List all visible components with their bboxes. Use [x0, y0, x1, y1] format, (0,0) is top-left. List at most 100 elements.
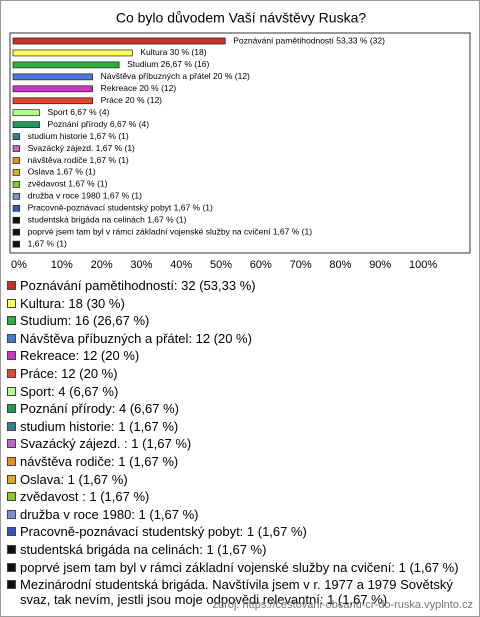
legend-item: studentská brigáda na celinách: 1 (1,67 …: [7, 542, 467, 557]
legend-label: Poznávání pamětihodností: 32 (53,33 %): [20, 278, 256, 293]
bar: [12, 193, 20, 200]
bar-label: návštěva rodiče 1,67 % (1): [28, 155, 129, 165]
bar: [12, 49, 133, 57]
legend-swatch: [7, 386, 16, 396]
bar: [12, 121, 40, 129]
bar-label: poprvé jsem tam byl v rámci základní voj…: [28, 226, 313, 236]
legend-item: Pracovně-poznávací studentský pobyt: 1 (…: [7, 524, 467, 539]
legend-item: Svazácký zájezd. : 1 (1,67 %): [7, 436, 467, 451]
x-tick-label: 70%: [290, 259, 312, 271]
chart-title: Co bylo důvodem Vaší návštěvy Ruska?: [116, 10, 367, 26]
source: zdroj: https://cestovani-obcanu-cr-do-ru…: [212, 599, 473, 611]
bar-label: Poznávání pamětihodností 53,33 % (32): [233, 35, 385, 45]
x-tick-label: 50%: [210, 259, 232, 271]
x-tick-label: 10%: [51, 259, 73, 271]
bar: [12, 145, 20, 152]
legend-swatch: [7, 333, 16, 343]
bar-label: Poznání přírody 6,67 % (4): [48, 119, 150, 129]
legend-swatch: [7, 316, 16, 326]
legend-label: Pracovně-poznávací studentský pobyt: 1 (…: [20, 524, 307, 540]
legend-item: Oslava: 1 (1,67 %): [7, 472, 467, 487]
legend-swatch: [7, 544, 16, 554]
legend-swatch: [7, 562, 16, 572]
bar-label: studentská brigáda na celinách 1,67 % (1…: [28, 215, 187, 225]
bar: [12, 37, 226, 45]
legend-label: poprvé jsem tam byl v rámci základní voj…: [20, 559, 459, 575]
legend-label: Mezinárodní studentská brigáda. Navštívi…: [20, 577, 453, 608]
legend-label: zvědavost : 1 (1,67 %): [20, 489, 150, 505]
bar: [12, 204, 20, 212]
bar: [12, 133, 20, 140]
x-tick-label: 60%: [250, 259, 272, 271]
legend-label: Rekreace: 12 (20 %): [20, 348, 140, 364]
legend-swatch: [7, 368, 16, 378]
legend-label: studium historie: 1 (1,67 %): [20, 418, 179, 434]
legend-label: návštěva rodiče: 1 (1,67 %): [20, 453, 179, 469]
plot-frame: [9, 32, 471, 254]
legend-item: návštěva rodiče: 1 (1,67 %): [7, 454, 467, 469]
legend-label: družba v roce 1980: 1 (1,67 %): [20, 506, 199, 522]
legend-label: Návštěva příbuzných a přátel: 12 (20 %): [20, 330, 252, 346]
bar-label: Sport 6,67 % (4): [48, 107, 110, 117]
x-tick-label: 0%: [11, 259, 27, 271]
legend-swatch: [7, 456, 16, 466]
bar: [12, 169, 20, 176]
x-tick-label: 40%: [170, 259, 192, 271]
legend-label: Sport: 4 (6,67 %): [20, 383, 119, 399]
bar: [12, 157, 20, 164]
bar-label: 1,67 % (1): [28, 238, 67, 248]
legend-swatch: [7, 509, 16, 519]
bar: [12, 228, 20, 236]
legend-label: Kultura: 18 (30 %): [20, 295, 125, 311]
bar-label: studium historie 1,67 % (1): [28, 131, 129, 141]
x-tick-label: 20%: [91, 259, 113, 271]
legend-item: Práce: 12 (20 %): [7, 366, 467, 381]
legend-item: studium historie: 1 (1,67 %): [7, 419, 467, 434]
legend-label: Oslava: 1 (1,67 %): [20, 471, 128, 487]
legend-item: zvědavost : 1 (1,67 %): [7, 489, 467, 504]
legend-label: Studium: 16 (26,67 %): [20, 313, 150, 329]
bar-label: zvědavost 1,67 % (1): [28, 179, 108, 189]
legend-item: Poznání přírody: 4 (6,67 %): [7, 401, 467, 416]
legend-item: Rekreace: 12 (20 %): [7, 348, 467, 363]
x-tick-label: 80%: [329, 259, 351, 271]
legend-item: Studium: 16 (26,67 %): [7, 313, 467, 328]
legend-item: družba v roce 1980: 1 (1,67 %): [7, 507, 467, 522]
legend-label: studentská brigáda na celinách: 1 (1,67 …: [20, 541, 267, 557]
bar: [12, 216, 20, 224]
legend: Poznávání pamětihodností: 32 (53,33 %) Ku…: [7, 278, 467, 610]
legend-swatch: [7, 404, 16, 414]
legend-label: Poznání přírody: 4 (6,67 %): [20, 401, 179, 417]
bar-label: Práce 20 % (12): [101, 95, 163, 105]
bar-label: Oslava 1,67 % (1): [28, 167, 96, 177]
bar: [12, 85, 93, 93]
bar: [12, 97, 93, 105]
bar: [12, 240, 20, 248]
legend-swatch: [7, 439, 16, 449]
legend-item: poprvé jsem tam byl v rámci základní voj…: [7, 560, 467, 575]
bar-label: Návštěva příbuzných a přátel 20 % (12): [101, 71, 250, 81]
x-tick-label: 100%: [409, 259, 437, 271]
bar: [12, 73, 93, 81]
legend-swatch: [7, 281, 16, 290]
bar: [12, 61, 120, 69]
bar: [12, 109, 40, 117]
legend-swatch: [7, 580, 16, 590]
legend-label: Svazácký zájezd. : 1 (1,67 %): [20, 436, 192, 452]
legend-swatch: [7, 351, 16, 361]
legend-swatch: [7, 492, 16, 502]
bar: [12, 181, 20, 188]
x-tick-label: 90%: [369, 259, 391, 271]
bar-label: družba v roce 1980 1,67 % (1): [28, 191, 143, 201]
chart: Co bylo důvodem Vaší návštěvy Ruska? 0% 1…: [9, 10, 471, 271]
bar-label: Rekreace 20 % (12): [101, 83, 177, 93]
bar-label: Kultura 30 % (18): [140, 47, 206, 57]
legend-swatch: [7, 421, 16, 431]
legend-item: Sport: 4 (6,67 %): [7, 384, 467, 399]
bar-label: Svazácký zájezd. 1,67 % (1): [28, 143, 135, 153]
legend-swatch: [7, 298, 16, 308]
legend-item: Návštěva příbuzných a přátel: 12 (20 %): [7, 331, 467, 346]
legend-item: Mezinárodní studentská brigáda. Navštívi…: [7, 577, 467, 607]
x-tick-label: 30%: [130, 259, 152, 271]
